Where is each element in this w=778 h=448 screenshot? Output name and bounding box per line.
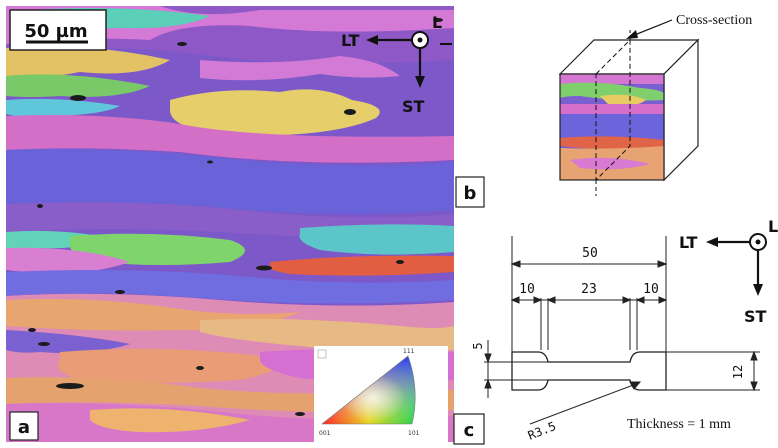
grain-region <box>6 247 130 273</box>
specimen-axes: LT L ST <box>679 217 778 326</box>
panel-a-label-box: a <box>9 411 39 441</box>
scale-bar-label: 50 µm <box>24 21 87 42</box>
specimen-axis-lt-label: LT <box>679 233 698 252</box>
grain-region <box>6 46 170 78</box>
ipf-corner-001: 001 <box>319 430 331 437</box>
panel-c-label-box: c <box>453 413 485 445</box>
cross-section-label: Cross-section <box>676 13 752 28</box>
cube-diagram: Cross-section <box>558 13 752 196</box>
axis-lt-label: LT <box>341 31 360 50</box>
ipf-color-key: 001 101 111 <box>314 346 448 442</box>
grain-region <box>57 348 276 383</box>
scale-bar: 50 µm <box>9 9 107 51</box>
grain-region <box>200 56 400 81</box>
panel-b-label: b <box>464 183 477 204</box>
dim-right-shoulder: 10 <box>643 282 659 297</box>
specimen-axis-l-label: L <box>768 217 778 236</box>
axis-st-label: ST <box>402 97 425 116</box>
panel-c-label: c <box>464 420 475 441</box>
thickness-note: Thickness = 1 mm <box>627 417 731 432</box>
grain-region <box>6 115 454 163</box>
dim-total-length: 50 <box>582 246 598 261</box>
panel-a-label: a <box>18 417 30 438</box>
ipf-corner-101: 101 <box>408 430 420 437</box>
cube-ebsd-face <box>560 74 664 180</box>
ipf-corner-111: 111 <box>403 348 415 355</box>
dim-gauge-width: 5 <box>471 342 485 349</box>
dim-gauge-length: 23 <box>581 282 597 297</box>
grain-region <box>200 318 454 353</box>
dim-fillet-radius: R3.5 <box>526 419 558 443</box>
dim-grip-width: 12 <box>731 365 745 379</box>
ebsd-map <box>6 6 454 442</box>
panel-b-label-box: b <box>455 176 485 208</box>
grain-region <box>6 270 454 304</box>
grain-region <box>299 224 454 255</box>
grain-region <box>269 255 454 276</box>
axis-l-label: L <box>432 13 442 32</box>
specimen-axis-st-label: ST <box>744 307 767 326</box>
specimen-drawing <box>484 236 760 425</box>
dim-left-shoulder: 10 <box>519 282 535 297</box>
grain-region <box>170 89 380 136</box>
grain-region <box>6 149 454 215</box>
grain-region <box>90 408 250 433</box>
grain-region <box>6 74 150 97</box>
micrograph-axes: LT L ST <box>341 13 452 116</box>
grain-region <box>6 330 130 353</box>
particles <box>28 18 443 416</box>
grain-region <box>70 233 245 265</box>
grain-region <box>6 98 120 117</box>
